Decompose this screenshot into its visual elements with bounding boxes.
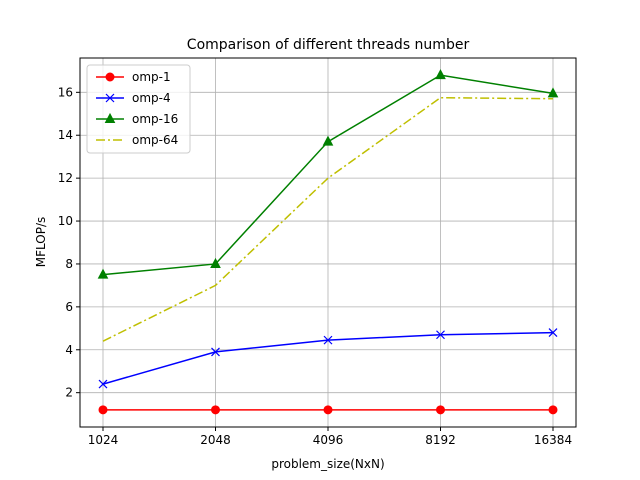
- legend-marker: [105, 72, 115, 82]
- legend-label: omp-16: [132, 112, 178, 126]
- x-axis-ticks: 1024 2048 4096 8192 16384: [88, 427, 572, 447]
- data-point: [436, 330, 445, 340]
- data-point: [97, 268, 109, 279]
- series-omp-16: [97, 69, 559, 279]
- data-point: [323, 335, 333, 345]
- data-point: [548, 405, 558, 415]
- y-tick-label: 6: [65, 300, 73, 314]
- y-tick-label: 2: [65, 386, 73, 400]
- x-tick-label: 1024: [88, 433, 119, 447]
- legend-marker: [104, 112, 116, 123]
- legend-marker: [105, 93, 115, 103]
- series-omp-4: [98, 328, 558, 389]
- legend-label: omp-64: [132, 133, 178, 147]
- legend-item-omp-4: omp-4: [96, 91, 171, 105]
- series-lines: [97, 69, 559, 415]
- x-tick-label: 4096: [313, 433, 344, 447]
- y-tick-label: 4: [65, 343, 73, 357]
- x-tick-label: 8192: [425, 433, 456, 447]
- data-point: [435, 69, 446, 80]
- data-point: [436, 405, 445, 415]
- x-axis-label: problem_size(NxN): [271, 457, 384, 471]
- legend-item-omp-1: omp-1: [96, 70, 171, 84]
- data-point: [547, 87, 559, 98]
- grid-lines: [80, 58, 576, 427]
- legend-item-omp-64: omp-64: [96, 133, 178, 147]
- y-tick-label: 16: [58, 85, 73, 99]
- y-tick-label: 12: [58, 171, 73, 185]
- legend-item-omp-16: omp-16: [96, 112, 178, 126]
- data-point: [211, 347, 220, 357]
- y-axis-ticks: 2 4 6 8 10 12 14 16: [58, 85, 80, 400]
- y-axis-label: MFLOP/s: [34, 217, 48, 268]
- data-point: [98, 405, 108, 415]
- data-point: [323, 405, 333, 415]
- legend-label: omp-1: [132, 70, 171, 84]
- legend: omp-1 omp-4 omp-16 omp-64: [86, 64, 191, 154]
- data-point: [322, 135, 334, 146]
- y-tick-label: 10: [58, 214, 73, 228]
- legend-label: omp-4: [132, 91, 171, 105]
- data-point: [211, 405, 220, 415]
- x-tick-label: 2048: [200, 433, 231, 447]
- chart-title: Comparison of different threads number: [187, 37, 470, 53]
- y-tick-label: 14: [58, 128, 73, 142]
- data-point: [548, 328, 558, 338]
- data-point: [98, 379, 108, 389]
- y-tick-label: 8: [65, 257, 73, 271]
- series-omp-1: [98, 405, 558, 415]
- legend-frame: [86, 64, 191, 154]
- x-tick-label: 16384: [534, 433, 572, 447]
- data-point: [210, 257, 221, 268]
